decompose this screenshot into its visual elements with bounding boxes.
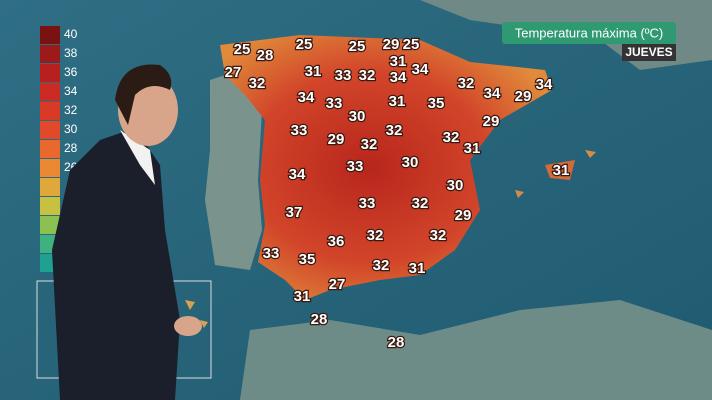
- legend-swatch: [40, 159, 60, 177]
- title: Temperatura máxima (ºC): [515, 25, 664, 40]
- temperature: 30: [349, 108, 366, 125]
- canarias: [185, 300, 208, 328]
- temperature: 28: [388, 334, 405, 351]
- temperature: 36: [328, 233, 345, 250]
- legend-swatch: [40, 45, 60, 63]
- temperature: 33: [326, 95, 343, 112]
- legend-swatch: [40, 83, 60, 101]
- legend-label: 30: [64, 122, 78, 136]
- temperature: 34: [390, 69, 407, 86]
- legend-label: 40: [64, 27, 78, 41]
- africa: [240, 300, 712, 400]
- temperature: 27: [225, 64, 242, 81]
- temperature: 31: [305, 63, 322, 80]
- temperature: 29: [515, 88, 532, 105]
- temperature: 29: [383, 36, 400, 53]
- day-box: [622, 44, 676, 61]
- temperature: 34: [412, 61, 429, 78]
- spain: [220, 35, 552, 300]
- day: JUEVES: [625, 45, 672, 59]
- temperature: 28: [257, 47, 274, 64]
- temperature: 29: [455, 207, 472, 224]
- temperature: 32: [458, 75, 475, 92]
- legend-label: 28: [64, 141, 78, 155]
- temperature: 32: [361, 136, 378, 153]
- temperature: 33: [263, 245, 280, 262]
- temperature: 31: [409, 260, 426, 277]
- temperature: 29: [483, 113, 500, 130]
- temperature: 28: [311, 311, 328, 328]
- temperature: 30: [447, 177, 464, 194]
- title-box: [502, 22, 676, 44]
- temperature: 32: [373, 257, 390, 274]
- temperature: 31: [390, 53, 407, 70]
- legend-label: 34: [64, 84, 78, 98]
- temperature: 35: [299, 251, 316, 268]
- portugal: [205, 70, 262, 270]
- baleares: [545, 160, 575, 180]
- legend-swatch: [40, 64, 60, 82]
- temperature: 25: [349, 38, 366, 55]
- temperature: 33: [347, 158, 364, 175]
- temperature: 32: [249, 75, 266, 92]
- legend-swatch: [40, 178, 60, 196]
- legend-label: 38: [64, 46, 78, 60]
- legend-swatch: [40, 26, 60, 44]
- temperature: 31: [389, 93, 406, 110]
- temperature: 25: [296, 36, 313, 53]
- temperature: 34: [536, 76, 553, 93]
- legend-swatch: [40, 102, 60, 120]
- temperature: 34: [289, 166, 306, 183]
- temperature: 31: [553, 162, 570, 179]
- temperature: 31: [294, 288, 311, 305]
- temperature: 32: [359, 67, 376, 84]
- legend-swatch: [40, 140, 60, 158]
- temperature: 25: [234, 41, 251, 58]
- temperature: 33: [291, 122, 308, 139]
- presenter: [52, 64, 202, 400]
- legend-swatch: [40, 121, 60, 139]
- temperature: 27: [329, 276, 346, 293]
- legend-swatch: [40, 197, 60, 215]
- temperature: 34: [484, 85, 501, 102]
- legend-swatch: [40, 216, 60, 234]
- temperature: 32: [443, 129, 460, 146]
- temperature: 33: [359, 195, 376, 212]
- temperature: 34: [298, 89, 315, 106]
- temperature: 32: [386, 122, 403, 139]
- temperature: 32: [412, 195, 429, 212]
- temperature: 32: [367, 227, 384, 244]
- temperature: 37: [286, 204, 303, 221]
- temperature: 31: [464, 140, 481, 157]
- legend-label: 32: [64, 103, 78, 117]
- temperature: 35: [428, 95, 445, 112]
- temperature: 33: [335, 67, 352, 84]
- legend-label: 36: [64, 65, 78, 79]
- temperature: 29: [328, 131, 345, 148]
- temperature: 25: [403, 36, 420, 53]
- temperature: 32: [430, 227, 447, 244]
- temperature: 30: [402, 154, 419, 171]
